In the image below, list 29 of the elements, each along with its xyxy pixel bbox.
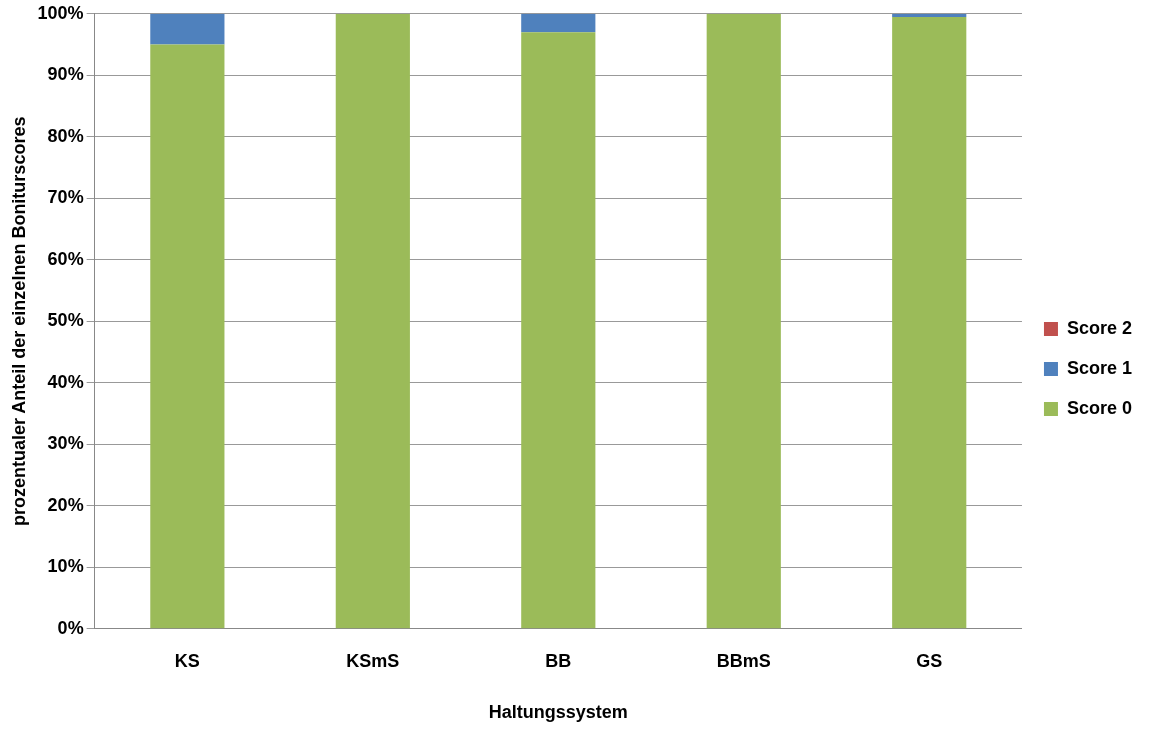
bar: [150, 13, 225, 45]
y-axis-title: prozentualer Anteil der einzelnen Boniturscores: [8, 116, 29, 527]
x-tick-label: KSmS: [346, 650, 400, 671]
y-tick-label: 40%: [47, 371, 84, 392]
bar: [335, 13, 410, 629]
bar: [521, 32, 596, 629]
bar: [892, 13, 967, 17]
x-tick-label: BB: [545, 650, 572, 671]
y-tick-label: 10%: [47, 556, 84, 577]
y-tick-label: 100%: [37, 2, 84, 23]
y-tick-label: 0%: [57, 617, 84, 638]
legend-label: Score 2: [1066, 317, 1133, 338]
y-tick-label: 20%: [47, 494, 84, 515]
x-tick-label: GS: [916, 650, 943, 671]
y-tick-label: 80%: [47, 125, 84, 146]
x-axis-title: Haltungssystem: [488, 702, 628, 723]
x-tick-label: KS: [174, 650, 200, 671]
bar: [892, 16, 967, 629]
x-tick-label: BBmS: [716, 650, 771, 671]
bar: [706, 13, 781, 629]
y-tick-label: 50%: [47, 310, 84, 331]
legend-label: Score 1: [1066, 357, 1133, 378]
bar: [521, 13, 596, 33]
bar: [150, 44, 225, 629]
y-tick-label: 70%: [47, 187, 84, 208]
y-tick-label: 60%: [47, 248, 84, 269]
y-tick-label: 30%: [47, 433, 84, 454]
legend-label: Score 0: [1066, 397, 1133, 418]
y-tick-label: 90%: [47, 64, 84, 85]
